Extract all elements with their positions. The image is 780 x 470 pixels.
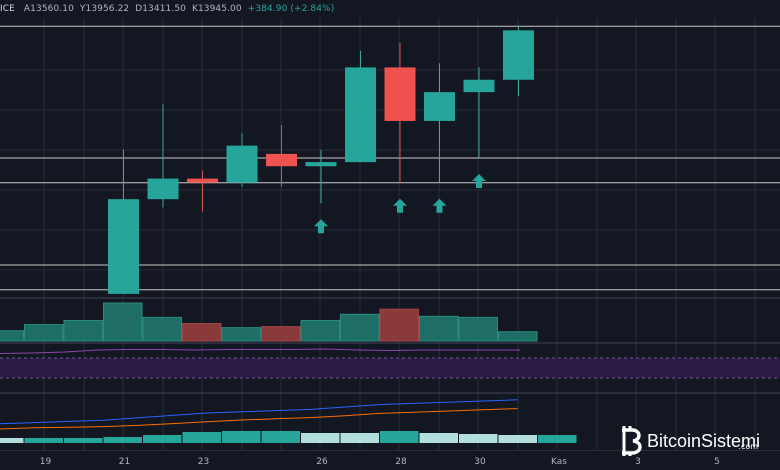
rsi-band [0, 358, 780, 378]
high-value: Y13956.22 [79, 4, 130, 14]
volume-bar [142, 316, 182, 342]
volume-bar [498, 331, 538, 342]
macd-histogram-bar [498, 435, 537, 443]
time-axis-label: 26 [316, 457, 328, 467]
up-arrow-icon [393, 198, 407, 213]
change-value: +384.90 (+2.84%) [247, 4, 335, 14]
up-arrow-icon [314, 219, 328, 234]
macd-histogram-bar [459, 434, 498, 443]
time-axis-label: Kas [551, 457, 567, 467]
time-axis-label: 5 [714, 457, 720, 467]
watermark-logo: BitcoinSistemi .com [618, 423, 760, 459]
volume-bar [221, 327, 261, 342]
candle-body [147, 178, 179, 200]
volume-bar [340, 313, 380, 342]
volume-bar [300, 319, 340, 342]
macd-histogram-bar [380, 431, 419, 443]
time-axis-bg [0, 451, 780, 470]
time-axis-label: 19 [40, 457, 52, 467]
macd-pane [0, 399, 577, 443]
watermark-domain: .com [738, 442, 759, 451]
volume-bar [182, 323, 222, 342]
up-arrow-icon [432, 198, 447, 213]
macd-histogram-bar [261, 431, 300, 443]
buy-markers [314, 174, 486, 234]
bitcoin-logo-icon [622, 426, 642, 456]
rsi-pane [0, 348, 780, 379]
ohlc-legend: ICE A13560.10 Y13956.22 D13411.50 K13945… [0, 4, 334, 14]
macd-histogram-bar [64, 438, 103, 443]
macd-histogram-bar [538, 435, 577, 443]
candle-body [424, 92, 455, 121]
candle-body [463, 79, 495, 93]
time-axis: 192123262830Kas357 [0, 451, 780, 470]
macd-histogram-bar [0, 438, 24, 443]
volume-bar [379, 308, 419, 342]
price-candles[interactable] [108, 26, 534, 294]
volume-bar [419, 315, 459, 342]
macd-histogram-bar [103, 437, 142, 443]
candle-body [345, 67, 376, 163]
rsi-line [0, 348, 520, 354]
macd-histogram-bar [340, 433, 379, 443]
candle-body [384, 67, 416, 121]
volume-bar [63, 319, 103, 342]
close-value: K13945.00 [191, 4, 242, 14]
low-value: D13411.50 [135, 4, 186, 14]
macd-histogram-bar [419, 433, 458, 443]
symbol-label: ICE [0, 4, 15, 14]
candle-body [226, 145, 258, 183]
volume-bar [24, 324, 64, 342]
time-axis-label: 30 [474, 457, 486, 467]
watermark-name: BitcoinSistemi [647, 431, 761, 451]
time-axis-label: 28 [395, 457, 407, 467]
candle-body [266, 153, 297, 167]
signal-line [0, 408, 518, 430]
volume-bar [458, 316, 498, 342]
volume-pane [0, 302, 538, 342]
macd-histogram-bar [182, 432, 221, 443]
time-axis-label: 3 [635, 457, 641, 467]
macd-histogram-bar [301, 433, 340, 443]
volume-bar [0, 330, 24, 342]
time-axis-label: 21 [119, 457, 130, 467]
time-axis-label: 23 [198, 457, 209, 467]
volume-bar [103, 302, 143, 342]
macd-histogram-bar [222, 431, 261, 443]
candle-body [503, 30, 534, 80]
macd-histogram-bar [143, 435, 182, 443]
candle-body [108, 199, 139, 294]
candle-body [187, 178, 218, 183]
macd-histogram-bar [24, 438, 63, 443]
open-value: A13560.10 [23, 4, 74, 14]
up-arrow-icon [472, 174, 486, 188]
candle-body [305, 162, 337, 167]
macd-line [0, 399, 518, 425]
volume-bar [261, 326, 301, 342]
